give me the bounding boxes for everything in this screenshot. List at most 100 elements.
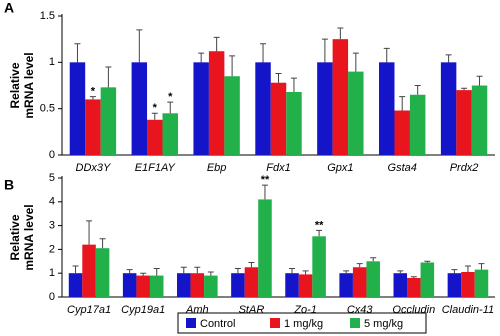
bar bbox=[366, 261, 380, 297]
bar bbox=[193, 62, 209, 156]
error-bar bbox=[289, 267, 296, 274]
bar bbox=[461, 272, 475, 297]
x-tick-label: Cyp19a1 bbox=[121, 304, 165, 316]
annotation: * bbox=[168, 91, 173, 103]
y-tick-label: 1 bbox=[49, 267, 55, 279]
bar bbox=[258, 199, 272, 297]
bar bbox=[440, 62, 457, 156]
error-bar bbox=[356, 263, 363, 268]
error-bar bbox=[337, 27, 344, 40]
bar bbox=[162, 113, 178, 155]
bar bbox=[348, 71, 364, 155]
y-axis-label: Relative bbox=[8, 62, 22, 108]
x-tick-label: Cx43 bbox=[347, 304, 374, 316]
x-tick-label: E1F1AY bbox=[135, 162, 176, 174]
annotation: * bbox=[153, 102, 158, 114]
error-bar bbox=[445, 54, 452, 63]
bar bbox=[286, 91, 302, 155]
error-bar bbox=[126, 269, 133, 274]
x-tick-label: Prdx2 bbox=[450, 162, 479, 174]
bar bbox=[149, 275, 164, 297]
bar bbox=[298, 274, 313, 297]
panel-label: B bbox=[4, 177, 14, 193]
error-bar bbox=[352, 52, 359, 72]
y-tick-label: 2 bbox=[49, 243, 55, 255]
error-bar bbox=[180, 266, 187, 274]
error-bar bbox=[275, 72, 282, 83]
y-tick-label: 0.5 bbox=[40, 103, 55, 115]
y-axis-label: Relative bbox=[8, 214, 22, 260]
error-bar bbox=[198, 52, 205, 63]
bar bbox=[471, 85, 488, 155]
bar bbox=[122, 273, 137, 297]
error-bar bbox=[321, 38, 328, 63]
error-bar bbox=[86, 220, 93, 245]
x-tick-label: StAR bbox=[239, 304, 265, 316]
error-bar bbox=[451, 269, 458, 274]
bar bbox=[95, 248, 110, 297]
error-bar bbox=[99, 238, 106, 249]
bar bbox=[379, 62, 395, 156]
error-bar bbox=[194, 266, 201, 274]
x-tick-label: Occludin bbox=[392, 304, 435, 316]
error-bar bbox=[167, 101, 174, 114]
error-bar bbox=[414, 85, 421, 95]
panel-label: A bbox=[4, 0, 14, 16]
error-bar bbox=[136, 29, 143, 63]
x-tick-label: Gsta4 bbox=[388, 162, 417, 174]
error-bar bbox=[461, 87, 468, 91]
error-bar bbox=[260, 43, 267, 63]
error-bar bbox=[383, 47, 390, 63]
bar bbox=[332, 39, 349, 155]
bar bbox=[420, 262, 435, 297]
bar bbox=[312, 236, 326, 297]
bar bbox=[100, 87, 117, 155]
error-bar bbox=[151, 112, 158, 120]
error-bar bbox=[410, 276, 417, 278]
error-bar bbox=[464, 265, 471, 273]
bar bbox=[85, 99, 101, 155]
error-bar bbox=[370, 257, 377, 262]
x-tick-label: Amh bbox=[185, 304, 209, 316]
y-tick-label: 0 bbox=[49, 149, 55, 161]
bar bbox=[270, 82, 287, 155]
error-bar bbox=[316, 229, 323, 237]
bar bbox=[474, 269, 489, 297]
bar bbox=[447, 273, 462, 297]
bar bbox=[190, 273, 205, 297]
bar bbox=[147, 119, 163, 155]
bar bbox=[317, 62, 333, 156]
error-bar bbox=[229, 55, 236, 77]
bar bbox=[131, 62, 148, 156]
error-bar bbox=[476, 75, 483, 86]
bar bbox=[68, 273, 83, 297]
annotation: ** bbox=[315, 219, 324, 231]
y-axis-label: mRNA level bbox=[22, 52, 36, 118]
y-tick-label: 4 bbox=[49, 196, 55, 208]
error-bar bbox=[105, 66, 112, 88]
error-bar bbox=[399, 96, 406, 111]
bar bbox=[224, 76, 240, 155]
bar bbox=[69, 62, 86, 156]
error-bar bbox=[290, 77, 297, 92]
error-bar bbox=[248, 261, 255, 268]
bar bbox=[456, 90, 472, 155]
bar bbox=[177, 273, 191, 297]
bar bbox=[231, 273, 245, 297]
y-tick-label: 1 bbox=[49, 56, 55, 68]
legend-swatch bbox=[270, 318, 280, 328]
x-tick-label: Zo-1 bbox=[293, 304, 317, 316]
error-bar bbox=[74, 43, 81, 63]
annotation: * bbox=[91, 86, 96, 98]
error-bar bbox=[89, 96, 96, 100]
x-tick-label: Fdx1 bbox=[266, 162, 290, 174]
legend-label: 5 mg/kg bbox=[364, 318, 403, 330]
error-bar bbox=[213, 36, 220, 52]
bar bbox=[339, 273, 353, 297]
error-bar bbox=[234, 267, 241, 274]
legend-swatch bbox=[350, 318, 360, 328]
y-tick-label: 3 bbox=[49, 220, 55, 232]
bar bbox=[409, 94, 426, 155]
bar bbox=[204, 275, 218, 297]
